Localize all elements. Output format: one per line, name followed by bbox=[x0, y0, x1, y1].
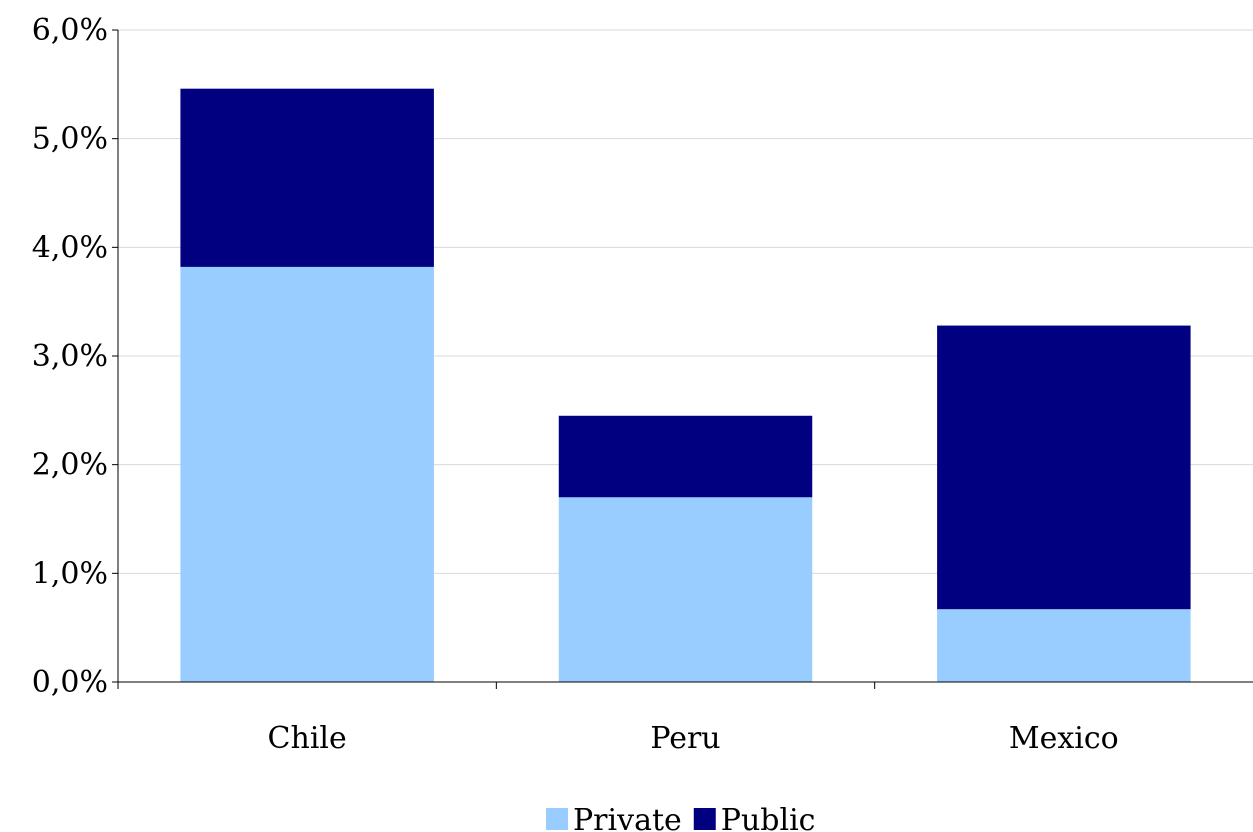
bar-private-peru bbox=[558, 497, 813, 682]
y-tick-label: 1,0% bbox=[32, 556, 108, 591]
axes bbox=[112, 29, 1253, 689]
y-tick-label: 0,0% bbox=[32, 665, 108, 700]
y-tick-label: 5,0% bbox=[32, 122, 108, 157]
x-category-label: Mexico bbox=[1009, 721, 1119, 756]
bar-public-chile bbox=[180, 88, 434, 267]
bar-private-mexico bbox=[937, 609, 1191, 682]
legend-swatch-public bbox=[693, 808, 716, 830]
bar-public-peru bbox=[558, 415, 813, 498]
legend: Private Public bbox=[546, 803, 815, 832]
x-category-label: Peru bbox=[650, 721, 720, 756]
y-tick-label: 6,0% bbox=[32, 13, 108, 48]
x-axis-category-labels: Chile Peru Mexico bbox=[268, 721, 1119, 756]
legend-label-private: Private bbox=[573, 803, 682, 832]
bars bbox=[180, 88, 1191, 682]
legend-label-public: Public bbox=[721, 803, 816, 832]
y-tick-label: 4,0% bbox=[32, 230, 108, 265]
bar-private-chile bbox=[180, 266, 434, 682]
legend-swatch-private bbox=[546, 808, 568, 830]
y-tick-label: 2,0% bbox=[32, 448, 108, 483]
x-category-label: Chile bbox=[268, 721, 347, 756]
y-tick-label: 3,0% bbox=[32, 339, 108, 374]
bar-public-mexico bbox=[937, 325, 1191, 610]
y-axis-tick-labels: 0,0% 1,0% 2,0% 3,0% 4,0% 5,0% 6,0% bbox=[32, 13, 108, 700]
